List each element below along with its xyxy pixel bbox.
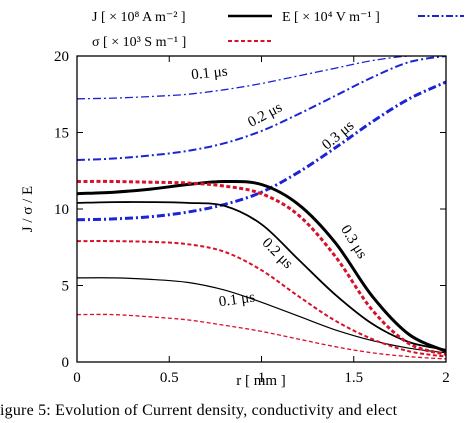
y-tick-label: 5 — [62, 279, 70, 295]
x-tick-label: 1 — [258, 370, 266, 386]
time-annotation: 0.2 μs — [259, 235, 296, 272]
legend-label-J: J [ × 10⁸ A m⁻² ] — [92, 10, 186, 25]
y-tick-label: 15 — [54, 126, 69, 142]
figure-caption: igure 5: Evolution of Current density, c… — [0, 402, 398, 419]
x-tick-label: 0.5 — [160, 370, 179, 386]
time-annotation: 0.1 μs — [190, 64, 228, 84]
series-line-E-0.1 — [77, 56, 446, 100]
y-tick-label: 10 — [54, 202, 69, 218]
series-line-J-0.2 — [77, 201, 446, 351]
legend-label-E: E [ × 10⁴ V m⁻¹ ] — [282, 10, 380, 25]
series-line-sigma-0.3 — [77, 179, 446, 356]
series-line-J-0.3 — [77, 179, 446, 353]
annotations: 0.1 μs0.2 μs0.3 μs0.3 μs0.2 μs0.1 μs — [190, 64, 369, 311]
series-line-E-0.3 — [77, 80, 446, 222]
y-tick-label: 0 — [62, 355, 70, 371]
x-tick-label: 2 — [442, 370, 450, 386]
legend: J [ × 10⁸ A m⁻² ] σ [ × 10³ S m⁻¹ ] E [ … — [92, 10, 464, 50]
series-line-sigma-0.2 — [77, 240, 446, 358]
y-tick-label: 20 — [54, 49, 69, 65]
legend-label-sigma: σ [ × 10³ S m⁻¹ ] — [92, 35, 186, 50]
x-tick-label: 0 — [73, 370, 81, 386]
time-annotation: 0.2 μs — [245, 100, 285, 131]
series-line-sigma-0.1 — [77, 313, 446, 360]
time-annotation: 0.3 μs — [337, 222, 370, 261]
y-axis-label: J / σ / E — [20, 186, 36, 232]
x-tick-label: 1.5 — [344, 370, 363, 386]
plot-area — [77, 56, 446, 360]
x-axis-label: r [ mm ] — [236, 373, 286, 389]
series-line-E-0.2 — [77, 56, 446, 161]
time-annotation: 0.1 μs — [218, 289, 256, 310]
